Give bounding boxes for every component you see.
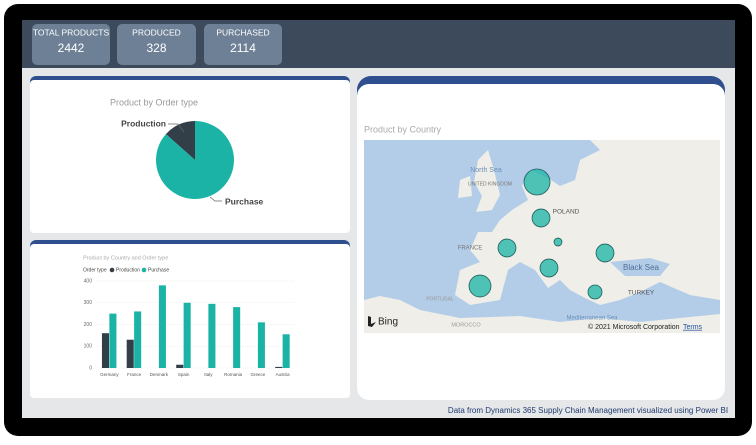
x-tick-label: Italy [204, 372, 213, 377]
map-label: UNITED KINGDOM [468, 181, 512, 187]
pie-label: Purchase [225, 196, 264, 206]
kpi-label: TOTAL PRODUCTS [33, 27, 110, 37]
leader-line [168, 123, 185, 133]
bar [275, 366, 283, 368]
map-label: PORTUGAL [426, 296, 454, 302]
map-logo: Bing [378, 317, 398, 328]
kpi-card [32, 24, 110, 65]
bar [183, 302, 191, 368]
bar [134, 311, 142, 368]
bar [233, 307, 241, 368]
x-tick-label: Denmark [150, 372, 169, 377]
bing-icon [368, 316, 376, 327]
bar [126, 339, 134, 368]
y-tick-label: 100 [84, 344, 93, 350]
land [474, 150, 500, 212]
y-tick-label: 300 [84, 300, 93, 306]
kpi-value: 2442 [58, 41, 85, 55]
kpi-card [204, 24, 282, 65]
legend-entry: Production [116, 267, 140, 273]
y-tick-label: 200 [84, 322, 93, 328]
map-label: Mediterranean Sea [566, 316, 618, 322]
kpi-label: PRODUCED [132, 27, 181, 37]
bar [257, 322, 265, 368]
map-copyright: © 2021 Microsoft Corporation [588, 323, 680, 331]
bubble [531, 208, 551, 228]
y-tick-label: 0 [89, 365, 92, 371]
bubble [595, 243, 615, 263]
bar [101, 333, 110, 368]
sea [610, 258, 670, 276]
legend-entry: Purchase [148, 267, 169, 273]
pie-slice [156, 121, 234, 199]
map-label: TURKEY [628, 290, 655, 297]
pie-label: Production [121, 118, 166, 128]
map-label: FRANCE [458, 246, 483, 252]
legend-swatch [109, 267, 115, 273]
land [458, 176, 472, 198]
bar [109, 313, 117, 368]
chart-title: Product by Country and Order type [83, 255, 168, 261]
map-label: North Sea [470, 167, 502, 174]
bar [282, 334, 290, 368]
legend-title: Order type [83, 267, 107, 273]
bar [208, 303, 216, 368]
kpi-label: PURCHASED [216, 27, 269, 37]
pie-slice [165, 121, 195, 160]
y-tick-label: 400 [84, 278, 93, 284]
x-tick-label: Romania [224, 372, 243, 377]
bubble [497, 238, 517, 258]
bubble [553, 237, 563, 247]
map-label: MOROCCO [451, 322, 481, 328]
bubble [523, 168, 551, 196]
leader-line [209, 196, 222, 202]
footer: Data from Dynamics 365 Supply Chain Mana… [448, 406, 728, 415]
bar [176, 364, 184, 368]
map-terms[interactable]: Terms [683, 324, 703, 331]
map-label: POLAND [553, 209, 580, 216]
bubble [587, 284, 603, 300]
chart-title: Product by Country [364, 124, 442, 134]
x-tick-label: Spain [178, 372, 190, 377]
map-label: Black Sea [623, 263, 660, 272]
legend-swatch [141, 267, 147, 273]
bubble [468, 274, 492, 298]
kpi-card [117, 24, 196, 65]
x-tick-label: France [127, 372, 142, 377]
land [364, 296, 720, 333]
chart-title: Product by Order type [110, 97, 198, 107]
x-tick-label: Austria [276, 372, 291, 377]
kpi-value: 328 [146, 41, 166, 55]
kpi-value: 2114 [230, 41, 256, 55]
x-tick-label: Germany [100, 372, 119, 377]
bar [158, 285, 166, 368]
map [364, 140, 720, 333]
x-tick-label: Greece [250, 372, 265, 377]
bubble [539, 258, 559, 278]
